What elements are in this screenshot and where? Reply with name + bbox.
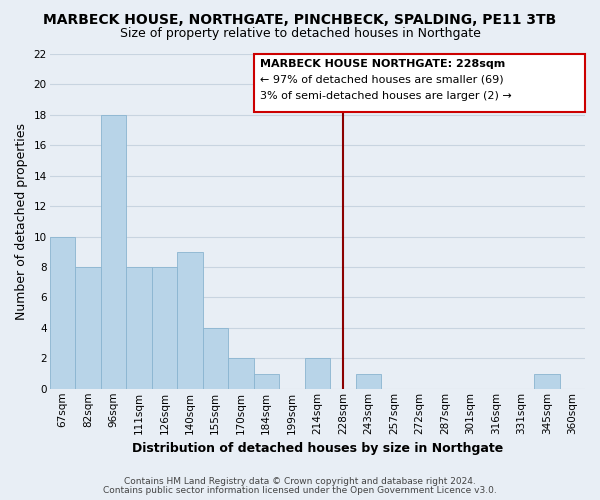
FancyBboxPatch shape xyxy=(254,54,585,112)
Bar xyxy=(101,115,126,389)
Text: MARBECK HOUSE, NORTHGATE, PINCHBECK, SPALDING, PE11 3TB: MARBECK HOUSE, NORTHGATE, PINCHBECK, SPA… xyxy=(43,12,557,26)
Bar xyxy=(534,374,560,389)
Bar xyxy=(356,374,381,389)
Text: ← 97% of detached houses are smaller (69): ← 97% of detached houses are smaller (69… xyxy=(260,74,503,85)
Bar xyxy=(152,267,177,389)
Bar xyxy=(203,328,228,389)
Bar xyxy=(254,374,279,389)
X-axis label: Distribution of detached houses by size in Northgate: Distribution of detached houses by size … xyxy=(131,442,503,455)
Bar xyxy=(177,252,203,389)
Bar xyxy=(228,358,254,389)
Bar xyxy=(126,267,152,389)
Text: MARBECK HOUSE NORTHGATE: 228sqm: MARBECK HOUSE NORTHGATE: 228sqm xyxy=(260,58,505,68)
Text: 3% of semi-detached houses are larger (2) →: 3% of semi-detached houses are larger (2… xyxy=(260,90,512,101)
Bar xyxy=(50,236,75,389)
Text: Contains HM Land Registry data © Crown copyright and database right 2024.: Contains HM Land Registry data © Crown c… xyxy=(124,477,476,486)
Text: Contains public sector information licensed under the Open Government Licence v3: Contains public sector information licen… xyxy=(103,486,497,495)
Bar xyxy=(75,267,101,389)
Y-axis label: Number of detached properties: Number of detached properties xyxy=(15,123,28,320)
Bar xyxy=(305,358,330,389)
Text: Size of property relative to detached houses in Northgate: Size of property relative to detached ho… xyxy=(119,28,481,40)
